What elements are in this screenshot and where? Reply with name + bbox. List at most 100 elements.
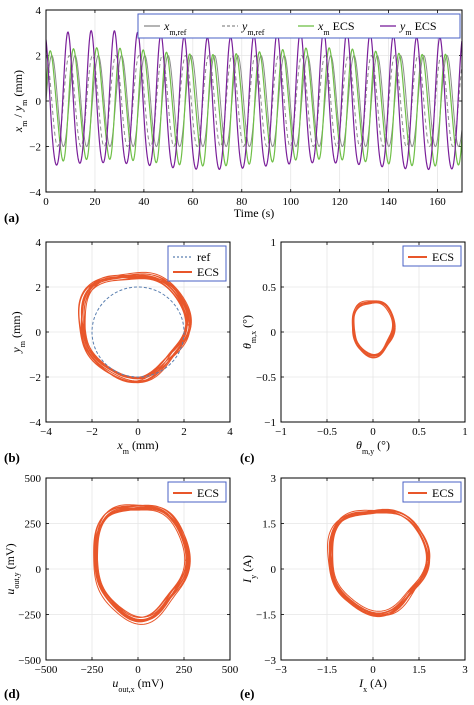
panel-label: (b) (4, 450, 20, 465)
y-tick-label: −1.5 (256, 610, 276, 622)
x-tick-label: 160 (429, 196, 446, 208)
y-tick-label: −2 (29, 142, 41, 154)
x-tick-label: 3 (462, 664, 468, 676)
y-axis-title: xm / ym (mm) (11, 70, 29, 133)
panel-d: −500 −250 0 250 500 −500 −250 0 250 500 ECS uout,x … (3, 473, 239, 694)
x-tick-label: 1.5 (412, 664, 426, 676)
x-tick-label: 100 (282, 196, 299, 208)
y-tick-label: 0 (271, 564, 277, 576)
y-tick-label: 1 (271, 237, 277, 249)
legend-box (402, 245, 462, 267)
y-tick-label: 3 (271, 473, 277, 485)
y-tick-label: 250 (25, 519, 42, 531)
x-axis-title: xm (mm) (116, 438, 158, 456)
axes-frame (280, 477, 466, 661)
legend-label: xm ECS (317, 19, 355, 37)
x-tick-label: 0 (370, 426, 376, 438)
legend-label: ym ECS (399, 19, 437, 37)
y-tick-label: −0.5 (256, 372, 276, 384)
legend-label: ECS (197, 265, 219, 279)
series-x_m-ECS (46, 47, 462, 167)
x-tick-label: −0.5 (317, 426, 337, 438)
x-tick-label: 0 (43, 196, 49, 208)
series-y_m-ref (46, 54, 462, 148)
panel-label: (a) (4, 210, 19, 225)
legend: ECS (167, 481, 227, 503)
x-tick-label: 0 (135, 426, 141, 438)
axes-frame (45, 9, 463, 193)
panel-e: −3 −1.5 0 1.5 3 −3 −1.5 0 1.5 3 ECS Ix (A) Iy (A) (240, 473, 468, 694)
y-tick-label: −4 (29, 187, 41, 199)
x-tick-label: 120 (331, 196, 348, 208)
ecs-orbit (351, 300, 396, 359)
ecs-orbit (327, 508, 431, 618)
y-tick-label: 2 (36, 282, 42, 294)
x-tick-label: 500 (222, 664, 239, 676)
y-tick-label: −500 (18, 655, 41, 667)
y-tick-label: −4 (29, 417, 41, 429)
legend-label: ref (197, 250, 210, 264)
y-tick-label: 2 (36, 51, 42, 63)
y-tick-label: −3 (264, 655, 276, 667)
panel-label: (c) (240, 450, 254, 465)
legend-label: ym,ref (241, 19, 265, 37)
panel-c: −1 −0.5 0 0.5 1 −1 −0.5 0 0.5 1 ECS θm,y (°) θm,x (°… (240, 237, 468, 456)
x-tick-label: −1.5 (317, 664, 337, 676)
ref-circle (91, 286, 185, 378)
y-tick-label: 0 (36, 327, 42, 339)
legend-box (167, 481, 227, 503)
panel-label: (e) (240, 686, 254, 701)
x-axis-title: Ix (A) (358, 676, 387, 694)
y-tick-label: −2 (29, 372, 41, 384)
x-axis-title: Time (s) (234, 206, 275, 220)
y-tick-label: 1.5 (262, 519, 276, 531)
y-axis-title: Iy (A) (240, 555, 258, 584)
x-tick-label: 0 (135, 664, 141, 676)
y-tick-label: 500 (25, 473, 42, 485)
x-tick-label: −4 (40, 426, 52, 438)
x-tick-label: 60 (187, 196, 199, 208)
y-tick-label: −250 (18, 610, 41, 622)
x-tick-label: 2 (181, 426, 187, 438)
panel-label: (d) (4, 686, 20, 701)
legend: ECS (402, 245, 462, 267)
ecs-orbit (77, 271, 192, 384)
legend-label: ECS (432, 486, 454, 500)
x-tick-label: 40 (138, 196, 150, 208)
legend-label: ECS (197, 486, 219, 500)
legend-label: ECS (432, 250, 454, 264)
legend: xm,ref ym,ref xm ECS ym ECS (137, 13, 461, 39)
axes-frame (45, 477, 231, 661)
x-axis-title: θm,y (°) (356, 438, 390, 456)
x-tick-label: −2 (86, 426, 98, 438)
y-tick-label: −1 (264, 417, 276, 429)
legend-box (167, 245, 227, 282)
x-tick-label: −3 (275, 664, 287, 676)
y-tick-label: 4 (36, 237, 42, 249)
y-axis-title: θm,x (°) (240, 315, 258, 349)
x-tick-label: −1 (275, 426, 287, 438)
axes-frame (45, 241, 231, 423)
y-tick-label: 0 (271, 327, 277, 339)
x-tick-label: 1 (462, 426, 468, 438)
y-axis-title: uout,y (mV) (3, 543, 21, 594)
x-tick-label: 0 (370, 664, 376, 676)
x-tick-label: 250 (176, 664, 193, 676)
x-tick-label: 20 (89, 196, 101, 208)
legend-label: xm,ref (163, 19, 187, 37)
x-tick-label: 140 (380, 196, 397, 208)
y-tick-label: 0 (36, 96, 42, 108)
y-tick-label: 4 (36, 5, 42, 17)
x-tick-label: −500 (35, 664, 58, 676)
x-tick-label: 0.5 (412, 426, 426, 438)
x-tick-label: 4 (227, 426, 233, 438)
panel-a: 0 20 40 60 80 100 120 140 160 −4 −2 0 2 4 xm,ref ym,ref… (11, 5, 463, 220)
x-tick-label: −250 (81, 664, 104, 676)
axes-frame (280, 241, 466, 423)
y-axis-title: ym (mm) (9, 311, 27, 353)
x-tick-label: 80 (236, 196, 248, 208)
x-axis-title: uout,x (mV) (112, 676, 163, 694)
